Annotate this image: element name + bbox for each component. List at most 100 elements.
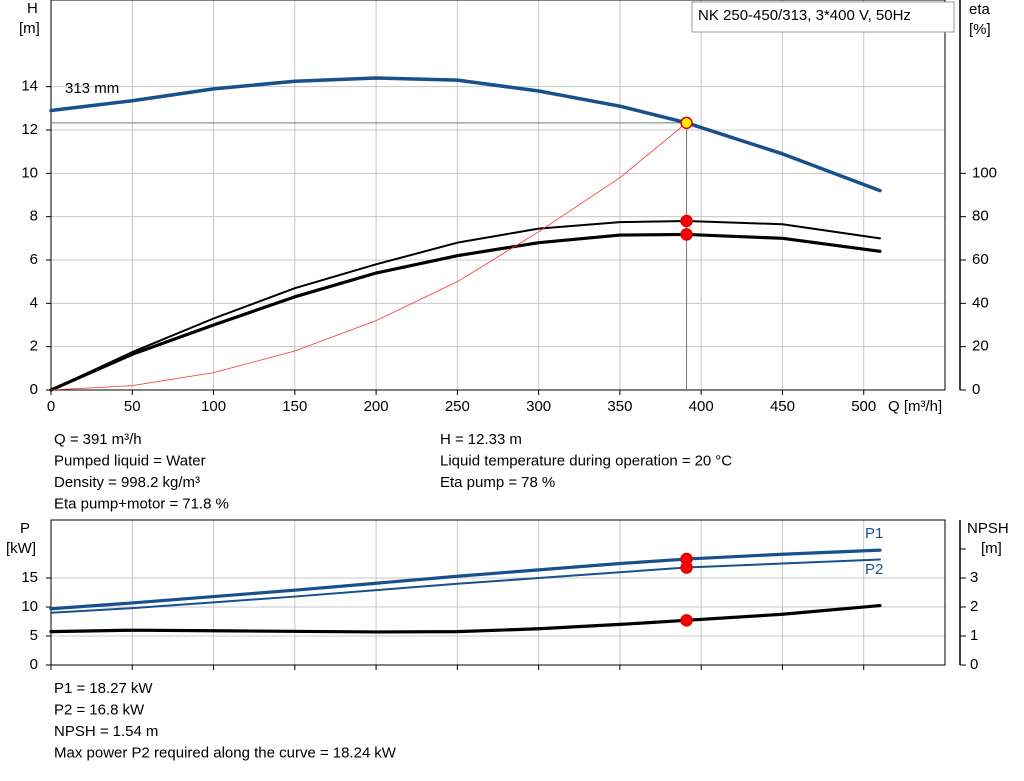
x-tick-label: 500 [851,398,876,415]
y2-tick-label: 0 [972,381,980,398]
x-tick-label: 200 [364,398,389,415]
info-line: H = 12.33 m [440,431,522,448]
info-line: P2 = 16.8 kW [54,701,145,718]
y-tick-label: 2 [30,338,38,355]
plot-frame [50,0,946,391]
y-axis-label: H [27,0,38,17]
y2-tick-label: 3 [970,569,978,586]
y-tick-label: 8 [30,208,38,225]
info-label: Density = [54,474,117,491]
info-label: Liquid temperature during operation = [440,452,691,469]
y-tick-label: 15 [21,569,38,586]
x-axis-label: Q [m³/h] [888,398,942,415]
y-tick-label: 0 [30,656,38,673]
info-value: 71.8 [182,495,211,512]
title-box [691,1,955,33]
y2-axis-label: NPSH [967,520,1009,537]
info-line: Density = 998.2 kg/m³ [54,474,200,491]
series-label: P1 [865,525,883,542]
info-value: 18.27 [89,680,127,697]
info-value: 16.8 [89,701,118,718]
y-tick-label: 6 [30,251,38,268]
info-line: NPSH = 1.54 m [54,723,158,740]
curve [49,76,882,193]
y-tick-label: 12 [21,121,38,138]
y2-tick-label: 80 [972,208,989,225]
info-label: P1 = [54,680,86,697]
x-tick-label: 50 [124,398,141,415]
operating-point [680,228,693,241]
x-tick-label: 350 [607,398,632,415]
info-unit: m [509,431,522,448]
info-line: Eta pump+motor = 71.8% [54,495,229,512]
info-unit: m [146,723,159,740]
y2-tick-label: 40 [972,294,989,311]
info-label: Eta pump = [440,474,517,491]
x-tick-label: 0 [47,398,55,415]
y2-tick-label: 60 [972,251,989,268]
y2-axis-unit: [%] [969,21,991,38]
info-value: 78 [521,474,538,491]
curve [49,603,882,634]
y2-tick-label: 0 [970,656,978,673]
x-tick-label: 300 [526,398,551,415]
info-unit: kg/m³ [163,474,201,491]
curve [50,558,881,614]
x-tick-label: 400 [689,398,714,415]
y-tick-label: 0 [30,381,38,398]
info-line: Q = 391 m³/h [54,431,142,448]
y2-tick-label: 20 [972,338,989,355]
y-tick-label: 4 [30,294,38,311]
info-unit: kW [374,744,397,761]
info-line: Liquid temperature during operation = 20 °… [440,452,732,469]
info-value: 12.33 [468,431,506,448]
operating-point [680,561,693,574]
info-text: Pumped liquid = Water [54,452,206,469]
info-unit: % [215,495,228,512]
x-tick-label: 250 [445,398,470,415]
curve [49,232,882,392]
info-value: 18.24 [333,744,371,761]
info-label: Max power P2 required along the curve = [54,744,329,761]
info-unit: kW [131,680,154,697]
info-unit: kW [122,701,145,718]
curve-annotation: 313 mm [65,80,119,97]
info-label: NPSH = [54,723,109,740]
info-label: H = [440,431,464,448]
info-label: Q = [54,431,79,448]
y-tick-label: 14 [21,78,38,95]
y2-tick-label: 1 [970,627,978,644]
info-value: 998.2 [121,474,159,491]
x-tick-label: 450 [770,398,795,415]
y-axis-label: P [20,520,30,537]
y-axis-unit: [kW] [6,540,36,557]
info-line: Pumped liquid = Water [54,452,206,469]
curve [49,548,882,611]
y-tick-label: 10 [21,598,38,615]
info-line: Max power P2 required along the curve = 1… [54,744,397,761]
info-value: 20 [695,452,712,469]
operating-point [680,116,693,130]
info-unit: °C [715,452,732,469]
info-value: 391 [83,431,108,448]
y2-tick-label: 2 [970,598,978,615]
chart-title: NK 250-450/313, 3*400 V, 50Hz [698,7,911,24]
info-label: Eta pump+motor = [54,495,178,512]
operating-point [680,614,693,627]
info-unit: m³/h [112,431,142,448]
operating-point [680,214,693,228]
y2-axis-label: eta [969,1,991,18]
info-line: P1 = 18.27 kW [54,680,153,697]
y2-axis-unit: [m] [981,540,1002,557]
info-label: P2 = [54,701,86,718]
curve [50,220,881,391]
y-tick-label: 5 [30,627,38,644]
y-tick-label: 10 [21,164,38,181]
series-label: P2 [865,561,883,578]
info-line: Eta pump = 78% [440,474,555,491]
y2-tick-label: 100 [972,164,997,181]
plot-frame [50,519,946,666]
x-tick-label: 150 [282,398,307,415]
curve [50,122,687,391]
info-unit: % [542,474,555,491]
